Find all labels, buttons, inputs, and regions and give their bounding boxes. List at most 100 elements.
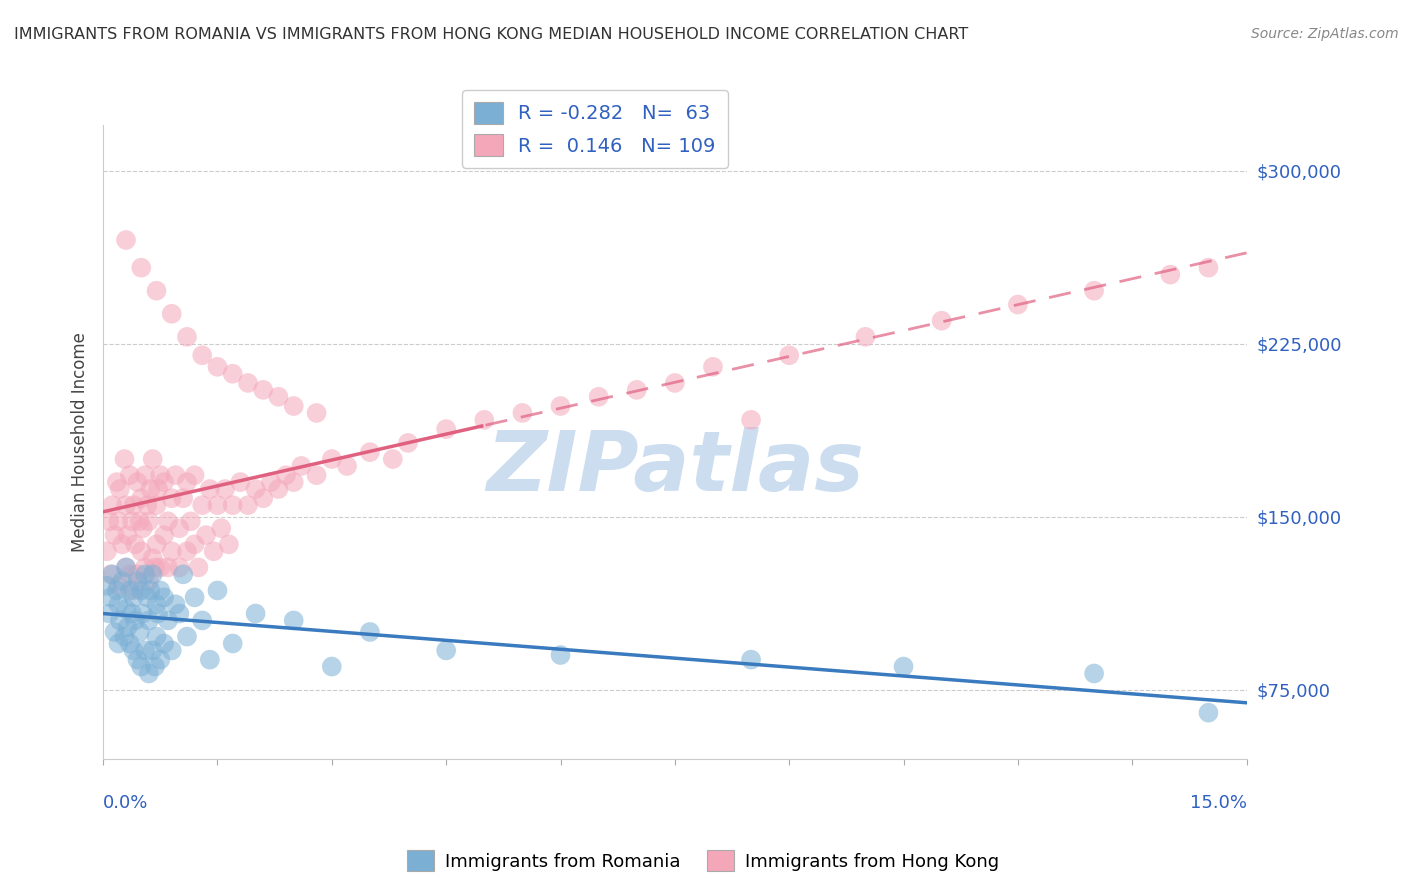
Point [245,482,267,496]
Point [139,482,162,496]
Y-axis label: Median Household Income: Median Household Income [72,332,89,551]
Point [550,648,572,662]
Point [283,399,305,413]
Point [222,367,245,381]
Point [183,537,205,551]
Point [855,330,877,344]
Point [122,591,145,605]
Point [128,514,150,528]
Text: ZIPatlas: ZIPatlas [486,426,863,508]
Point [145,537,167,551]
Point [124,537,146,551]
Point [274,468,297,483]
Legend: Immigrants from Romania, Immigrants from Hong Kong: Immigrants from Romania, Immigrants from… [399,843,1007,879]
Point [214,482,236,496]
Point [283,614,305,628]
Point [143,659,166,673]
Point [207,583,229,598]
Point [1007,297,1029,311]
Point [198,653,221,667]
Point [550,399,572,413]
Point [149,583,172,598]
Point [156,514,179,528]
Point [98,514,121,528]
Point [145,284,167,298]
Point [267,482,290,496]
Point [149,468,172,483]
Point [96,544,118,558]
Point [129,491,152,506]
Point [149,653,172,667]
Point [191,614,214,628]
Point [165,597,187,611]
Text: 15.0%: 15.0% [1189,794,1247,812]
Text: IMMIGRANTS FROM ROMANIA VS IMMIGRANTS FROM HONG KONG MEDIAN HOUSEHOLD INCOME COR: IMMIGRANTS FROM ROMANIA VS IMMIGRANTS FR… [14,27,969,42]
Point [146,607,169,621]
Point [115,560,138,574]
Point [218,537,240,551]
Point [103,528,125,542]
Point [305,468,328,483]
Point [434,422,457,436]
Point [169,521,191,535]
Point [143,560,166,574]
Point [129,659,152,673]
Point [111,574,134,589]
Point [1159,268,1181,282]
Point [191,498,214,512]
Point [107,514,129,528]
Point [191,348,214,362]
Point [107,597,129,611]
Point [336,458,359,473]
Point [145,630,167,644]
Point [664,376,686,390]
Point [183,468,205,483]
Point [176,544,198,558]
Point [160,491,183,506]
Point [129,260,152,275]
Point [115,560,138,574]
Point [153,636,176,650]
Point [222,498,245,512]
Legend: R = -0.282   N=  63, R =  0.146   N= 109: R = -0.282 N= 63, R = 0.146 N= 109 [463,90,727,168]
Point [121,514,143,528]
Point [321,452,343,467]
Point [260,475,283,489]
Point [252,383,274,397]
Point [122,498,145,512]
Point [396,436,419,450]
Point [115,498,138,512]
Point [115,233,138,247]
Point [145,498,167,512]
Point [153,591,176,605]
Point [1083,666,1105,681]
Point [122,583,145,598]
Point [156,560,179,574]
Point [117,528,139,542]
Point [114,452,136,467]
Point [107,579,129,593]
Point [118,636,141,650]
Point [121,607,143,621]
Point [107,636,129,650]
Point [146,482,169,496]
Point [149,560,172,574]
Point [187,560,209,574]
Point [132,521,155,535]
Point [118,583,141,598]
Point [183,591,205,605]
Point [198,482,221,496]
Point [165,468,187,483]
Point [1197,260,1219,275]
Point [136,591,159,605]
Point [142,643,165,657]
Point [105,583,128,598]
Point [153,475,176,489]
Point [176,330,198,344]
Point [142,567,165,582]
Point [1083,284,1105,298]
Point [128,624,150,639]
Text: Source: ZipAtlas.com: Source: ZipAtlas.com [1251,27,1399,41]
Point [136,498,159,512]
Point [236,376,259,390]
